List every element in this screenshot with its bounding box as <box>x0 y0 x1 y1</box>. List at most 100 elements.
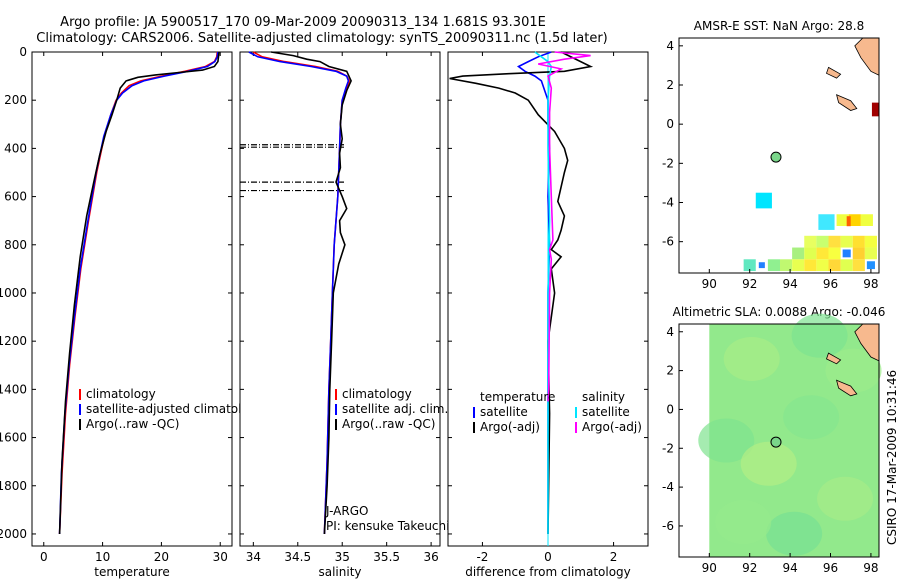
y-tick-label: -2 <box>662 441 674 455</box>
y-tick-label: 4 <box>666 325 674 339</box>
y-tick-label: 400 <box>4 141 27 155</box>
x-axis-label: temperature <box>94 565 169 579</box>
series-line-salinity-argo-adj- <box>538 51 591 402</box>
y-tick-label: 0 <box>666 402 674 416</box>
y-tick-label: 2000 <box>0 527 27 541</box>
y-tick-label: 2 <box>666 78 674 92</box>
x-tick-label: 96 <box>823 277 838 291</box>
sst-pixel <box>864 247 877 260</box>
sst-pixel <box>767 259 781 272</box>
y-tick-label: 1000 <box>0 286 27 300</box>
sst-pixel <box>848 214 861 226</box>
sla-anomaly-patch <box>715 500 772 545</box>
sst-pixel <box>816 247 829 260</box>
sst-pixel <box>860 214 873 226</box>
x-tick-label: 2 <box>610 550 618 564</box>
series-line-satellite-adj-clim- <box>248 51 350 535</box>
legend-label: satellite <box>480 405 528 419</box>
x-tick-label: 96 <box>823 561 838 575</box>
pi-annotation: PI: kensuke Takeuchi <box>326 519 449 533</box>
sst-pixel <box>828 259 841 272</box>
legend-group-title: temperature <box>480 390 555 404</box>
map-title: Altimetric SLA: 0.0088 Argo: -0.046 <box>673 305 886 319</box>
x-tick-label: 98 <box>863 561 878 575</box>
x-tick-label: 92 <box>742 561 757 575</box>
sla-anomaly-patch <box>783 395 840 440</box>
sst-pixel <box>836 214 849 226</box>
sst-pixel-warm <box>846 216 851 227</box>
legend-label: climatology <box>342 387 412 401</box>
land-shape <box>826 352 842 365</box>
legend-label: Argo(-adj) <box>582 420 642 434</box>
sst-pixel <box>780 259 793 272</box>
legend-label: satellite <box>582 405 630 419</box>
plot-frame <box>31 51 233 547</box>
argo-position-marker <box>770 436 782 448</box>
y-tick-label: 1400 <box>0 382 27 396</box>
x-tick-label: 98 <box>863 277 878 291</box>
y-tick-label: 4 <box>666 39 674 53</box>
y-tick-label: -4 <box>662 480 674 494</box>
series-line-argo-raw-qc- <box>270 51 352 535</box>
sst-pixel-hot <box>871 102 879 117</box>
sst-pixel <box>792 247 805 260</box>
sst-pixel <box>743 259 756 272</box>
platform-annotation: J-ARGO <box>325 504 368 518</box>
x-tick-label: 30 <box>213 550 228 564</box>
legend-label: satellite-adjusted climatology <box>86 402 264 416</box>
y-tick-label: 600 <box>4 190 27 204</box>
sst-pixel <box>816 259 829 272</box>
y-tick-label: 2 <box>666 364 674 378</box>
x-tick-label: 34 <box>246 550 261 564</box>
y-tick-label: -6 <box>662 235 674 249</box>
salinity-panel: 34 34.5 35 35.5 36 salinity climatologysatelli… <box>239 51 449 579</box>
sla-anomaly-patch <box>740 441 797 486</box>
sst-pixel <box>804 259 817 272</box>
y-tick-label: 1200 <box>0 334 27 348</box>
series-line-argo-raw-qc- <box>58 51 220 535</box>
x-tick-label: 10 <box>95 550 110 564</box>
sst-map-panel: AMSR-E SST: NaN Argo: 28.8 90 92 94 96 98 -6 -4… <box>662 19 880 291</box>
y-tick-label: 800 <box>4 238 27 252</box>
sla-map-panel: Altimetric SLA: 0.0088 Argo: -0.046 90 92 9… <box>662 305 885 575</box>
y-tick-label: 0 <box>666 117 674 131</box>
legend-label: satellite adj. clim. <box>342 402 448 416</box>
figure-title-line2: Climatology: CARS2006. Satellite-adjuste… <box>36 31 608 46</box>
sst-pixel <box>852 259 865 272</box>
sst-pixel <box>866 261 875 270</box>
sla-anomaly-patch <box>791 313 848 358</box>
x-tick-label: 0 <box>544 550 552 564</box>
legend-label: Argo(..raw -QC) <box>342 417 435 431</box>
x-tick-label: 34.5 <box>284 550 311 564</box>
x-tick-label: 36 <box>423 550 438 564</box>
sst-pixel <box>840 235 853 248</box>
x-tick-label: 20 <box>154 550 169 564</box>
sst-pixel <box>804 235 817 248</box>
x-tick-label: 35 <box>335 550 350 564</box>
sst-pixel <box>842 249 851 258</box>
legend-label: Argo(-adj) <box>480 420 540 434</box>
sst-pixel <box>818 214 835 230</box>
sla-anomaly-patch <box>817 476 874 521</box>
sst-pixel <box>755 192 772 209</box>
legend-label: climatology <box>86 387 156 401</box>
y-tick-label: 1600 <box>0 431 27 445</box>
argo-position-marker <box>770 151 782 163</box>
legend-label: Argo(..raw -QC) <box>86 417 179 431</box>
x-tick-label: 90 <box>702 277 717 291</box>
sst-pixel <box>804 247 817 260</box>
sla-anomaly-patch <box>766 511 823 556</box>
land-shape <box>826 66 842 79</box>
y-tick-label: 1800 <box>0 479 27 493</box>
land-shape <box>836 379 858 397</box>
sst-pixel <box>840 259 853 272</box>
series-line-temperature-argo-adj- <box>449 51 594 535</box>
sst-pixel <box>758 262 765 269</box>
map-frame <box>678 323 880 558</box>
csiro-timestamp-label: CSIRO 17-Mar-2009 10:31:46 <box>885 370 899 545</box>
temperature-panel: 0 10 20 30 0 200 400 600 800 1000 1200 1400 1600 1800… <box>0 45 264 579</box>
x-tick-label: -2 <box>476 550 488 564</box>
sst-pixel <box>852 247 865 260</box>
